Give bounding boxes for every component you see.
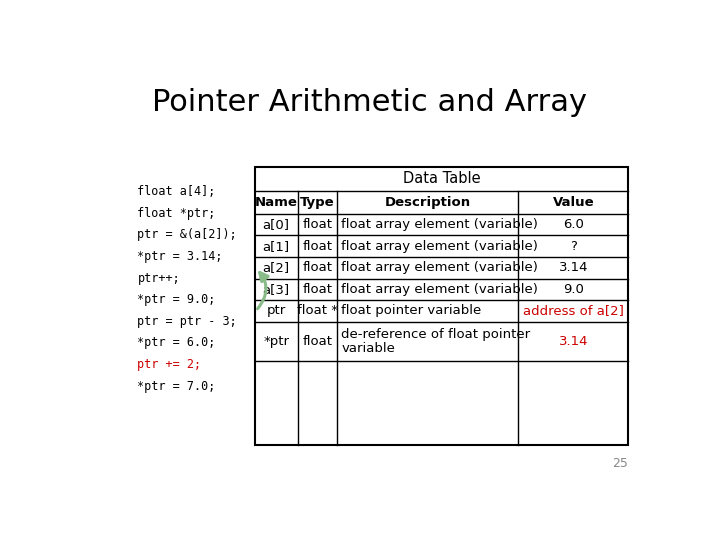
Text: 3.14: 3.14 <box>559 335 588 348</box>
Text: a[2]: a[2] <box>263 261 289 274</box>
Text: float: float <box>302 240 332 253</box>
Text: float array element (variable): float array element (variable) <box>341 240 538 253</box>
Text: ptr = &(a[2]);: ptr = &(a[2]); <box>138 228 237 241</box>
Text: float: float <box>302 218 332 231</box>
Text: float: float <box>302 283 332 296</box>
Text: address of a[2]: address of a[2] <box>523 305 624 318</box>
Text: *ptr = 6.0;: *ptr = 6.0; <box>138 336 216 349</box>
Text: *ptr = 9.0;: *ptr = 9.0; <box>138 293 216 306</box>
Bar <box>255 167 629 446</box>
Text: *ptr: *ptr <box>263 335 289 348</box>
Text: float *: float * <box>297 305 338 318</box>
Text: float: float <box>302 335 332 348</box>
Text: de-reference of float pointer: de-reference of float pointer <box>341 328 531 341</box>
Text: float array element (variable): float array element (variable) <box>341 218 538 231</box>
Text: float array element (variable): float array element (variable) <box>341 283 538 296</box>
Text: Data Table: Data Table <box>402 171 480 186</box>
Text: float pointer variable: float pointer variable <box>341 305 482 318</box>
Text: a[1]: a[1] <box>263 240 289 253</box>
Text: float *ptr;: float *ptr; <box>138 207 216 220</box>
Text: ptr = ptr - 3;: ptr = ptr - 3; <box>138 315 237 328</box>
Text: float a[4];: float a[4]; <box>138 185 216 198</box>
Text: 9.0: 9.0 <box>563 283 584 296</box>
Text: ptr: ptr <box>266 305 286 318</box>
Text: float array element (variable): float array element (variable) <box>341 261 538 274</box>
Text: ptr++;: ptr++; <box>138 272 180 285</box>
Text: Name: Name <box>255 195 297 209</box>
Text: variable: variable <box>341 342 395 355</box>
Text: Description: Description <box>384 195 471 209</box>
Text: 3.14: 3.14 <box>559 261 588 274</box>
Text: a[3]: a[3] <box>263 283 289 296</box>
Text: Value: Value <box>552 195 594 209</box>
Text: 6.0: 6.0 <box>563 218 584 231</box>
Text: a[0]: a[0] <box>263 218 289 231</box>
Text: float: float <box>302 261 332 274</box>
Text: ?: ? <box>570 240 577 253</box>
Text: Type: Type <box>300 195 335 209</box>
Text: *ptr = 3.14;: *ptr = 3.14; <box>138 250 223 263</box>
Text: ptr += 2;: ptr += 2; <box>138 358 202 371</box>
Text: *ptr = 7.0;: *ptr = 7.0; <box>138 380 216 393</box>
Text: Pointer Arithmetic and Array: Pointer Arithmetic and Array <box>151 87 587 117</box>
Text: 25: 25 <box>613 457 629 470</box>
